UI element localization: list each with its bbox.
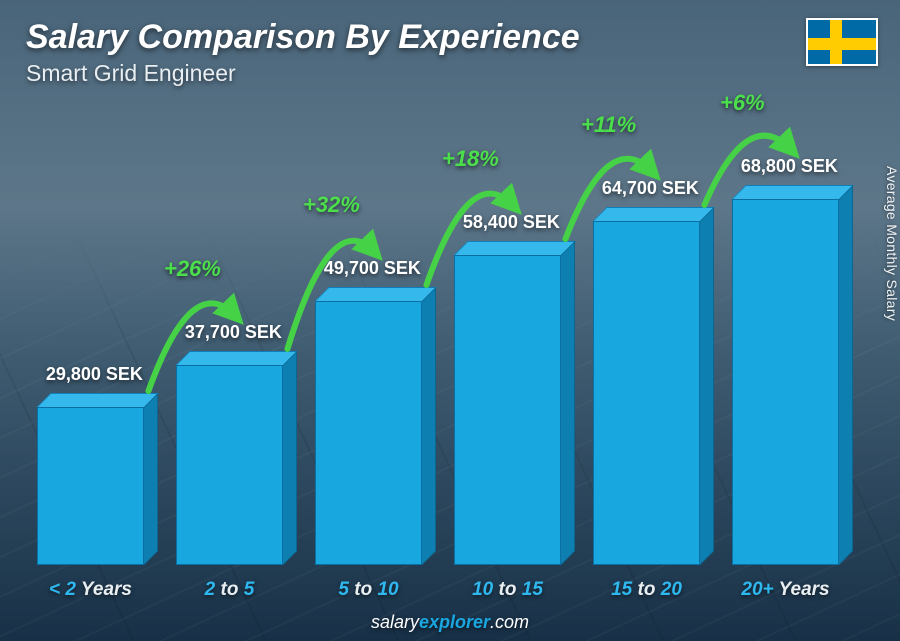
bar bbox=[732, 199, 840, 565]
bar-slot: 68,800 SEK bbox=[723, 100, 848, 565]
x-axis: < 2 Years 2 to 5 5 to 10 10 to 15 15 to 20 20… bbox=[20, 579, 856, 601]
chart-title: Salary Comparison By Experience bbox=[26, 18, 580, 57]
bar-slot: 49,700 SEK bbox=[306, 100, 431, 565]
bar-value-label: 29,800 SEK bbox=[46, 364, 143, 385]
y-axis-label: Average Monthly Salary bbox=[884, 166, 900, 321]
bar bbox=[593, 221, 701, 565]
bar-slot: 37,700 SEK bbox=[167, 100, 292, 565]
bar-slot: 29,800 SEK bbox=[28, 100, 153, 565]
bar-chart: 29,800 SEK 37,700 SEK 49,700 SEK 58,400 SEK… bbox=[20, 100, 856, 565]
bar bbox=[176, 365, 284, 565]
bar-value-label: 68,800 SEK bbox=[741, 156, 838, 177]
bar-value-label: 37,700 SEK bbox=[185, 322, 282, 343]
bar-value-label: 58,400 SEK bbox=[463, 212, 560, 233]
bar-slot: 58,400 SEK bbox=[445, 100, 570, 565]
bar-slot: 64,700 SEK bbox=[584, 100, 709, 565]
footer-domain: .com bbox=[490, 612, 529, 632]
chart-subtitle: Smart Grid Engineer bbox=[26, 60, 236, 87]
bars-container: 29,800 SEK 37,700 SEK 49,700 SEK 58,400 SEK… bbox=[20, 100, 856, 565]
x-tick: 15 to 20 bbox=[584, 579, 709, 601]
bar-value-label: 64,700 SEK bbox=[602, 178, 699, 199]
x-tick: 10 to 15 bbox=[445, 579, 570, 601]
x-tick: 2 to 5 bbox=[167, 579, 292, 601]
x-tick: 5 to 10 bbox=[306, 579, 431, 601]
bar bbox=[37, 407, 145, 565]
bar-value-label: 49,700 SEK bbox=[324, 258, 421, 279]
footer-suffix: explorer bbox=[419, 612, 490, 632]
footer-prefix: salary bbox=[371, 612, 419, 632]
bar bbox=[454, 255, 562, 565]
bar bbox=[315, 301, 423, 565]
flag-sweden-icon bbox=[806, 18, 878, 66]
footer-brand: salaryexplorer.com bbox=[0, 612, 900, 633]
x-tick: 20+ Years bbox=[723, 579, 848, 601]
x-tick: < 2 Years bbox=[28, 579, 153, 601]
stage: Salary Comparison By Experience Smart Gr… bbox=[0, 0, 900, 641]
